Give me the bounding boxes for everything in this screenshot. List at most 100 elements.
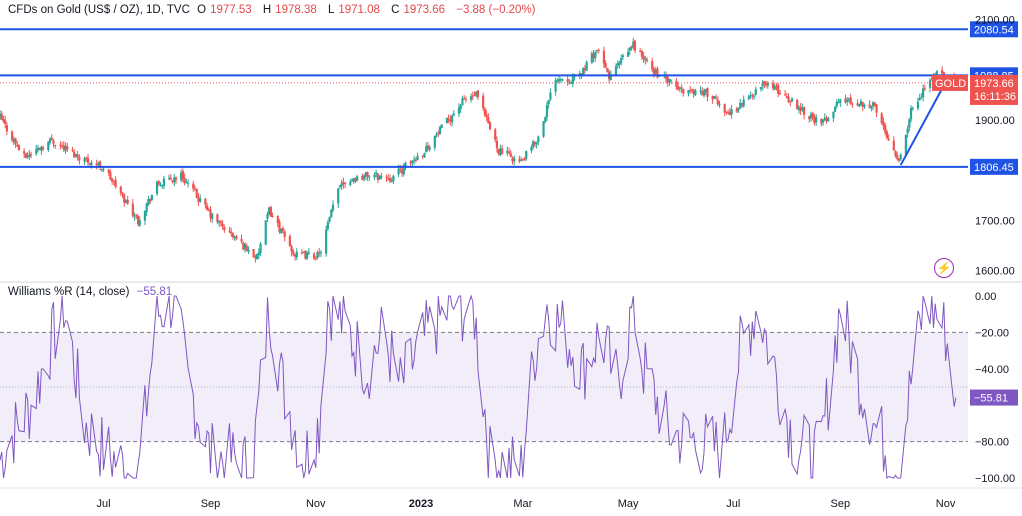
candle	[197, 193, 200, 207]
candle	[64, 142, 67, 154]
candle-body	[281, 228, 285, 231]
candle	[388, 174, 392, 183]
candle-body	[423, 152, 426, 158]
candle	[205, 202, 209, 211]
candle-body	[922, 88, 925, 98]
candle	[26, 152, 29, 159]
candle	[95, 159, 98, 170]
candle-body	[494, 129, 497, 140]
price-tag-value: 1973.66	[974, 78, 1014, 90]
candle	[207, 207, 210, 212]
candle	[815, 114, 818, 127]
candle-body	[149, 199, 152, 202]
candle-body	[24, 153, 27, 159]
time-axis-tick: Jul	[96, 498, 110, 510]
candle	[728, 107, 731, 116]
candle-body	[523, 158, 526, 161]
wr-value-tag: −55.81	[970, 389, 1018, 406]
candle-body	[136, 215, 140, 225]
candle-body	[205, 205, 209, 210]
candle-body	[259, 243, 262, 254]
candle-body	[651, 61, 654, 70]
candle-body	[892, 140, 895, 151]
candle	[316, 250, 319, 260]
candle	[533, 141, 537, 148]
candlestick-series	[0, 37, 958, 263]
candle	[24, 152, 27, 159]
candle	[73, 149, 76, 158]
candle-body	[783, 94, 787, 96]
candle-body	[78, 157, 81, 161]
candle	[568, 78, 571, 85]
candle	[136, 214, 140, 227]
candle	[706, 87, 709, 102]
candle	[701, 87, 704, 96]
candle	[276, 215, 279, 228]
candle	[0, 110, 3, 121]
candle	[50, 133, 53, 141]
candle	[40, 145, 43, 155]
lightning-bolt-icon[interactable]: ⚡	[934, 258, 954, 278]
candle	[851, 102, 854, 108]
candle	[280, 228, 283, 234]
candle-body	[314, 258, 317, 260]
candle-body	[266, 214, 269, 219]
price-axis-tick: 2100.00	[975, 15, 1015, 27]
candle	[362, 174, 366, 182]
candle	[185, 178, 188, 184]
candle	[240, 234, 243, 244]
candle-body	[884, 125, 887, 133]
candle	[161, 184, 164, 189]
indicator-title: Williams %R (14, close)	[8, 286, 130, 298]
candle-body	[868, 104, 871, 108]
candle-body	[376, 173, 379, 180]
candle-body	[421, 155, 424, 157]
candle	[459, 103, 462, 114]
candle	[916, 97, 920, 111]
candle	[131, 199, 134, 218]
candle	[338, 184, 342, 189]
candle-body	[169, 178, 172, 180]
candle-body	[390, 180, 393, 183]
level-tag-label: 2080.54	[974, 24, 1014, 36]
candle-body	[751, 94, 754, 97]
candle-body	[400, 170, 404, 174]
candle-body	[450, 115, 454, 123]
candle	[716, 96, 719, 107]
candle	[797, 104, 801, 114]
candle-body	[86, 157, 90, 163]
gold-symbol-label: GOLD	[935, 78, 966, 90]
candle	[147, 195, 150, 207]
candle	[340, 179, 343, 190]
candle	[42, 145, 45, 152]
candle	[856, 99, 859, 107]
candle-body	[183, 177, 186, 184]
indicator-header[interactable]: Williams %R (14, close) −55.81	[8, 286, 172, 298]
candle	[343, 182, 347, 189]
candle	[656, 66, 659, 79]
candle-body	[592, 53, 595, 59]
candle-body	[506, 150, 509, 154]
candle	[292, 248, 295, 257]
candle	[871, 101, 875, 111]
candle-body	[174, 177, 178, 180]
price-axis-tick: 1600.00	[975, 265, 1015, 277]
candle-body	[789, 100, 792, 103]
candle-body	[135, 215, 138, 217]
candle-body	[12, 138, 15, 142]
symbol-title[interactable]: CFDs on Gold (US$ / OZ), 1D, TVC	[8, 4, 190, 16]
candle	[366, 171, 369, 181]
candle	[62, 141, 65, 153]
candle	[606, 67, 609, 73]
candle-body	[295, 251, 298, 258]
candle-body	[568, 82, 571, 84]
candle	[494, 127, 497, 143]
candle-body	[209, 209, 212, 218]
candle	[98, 160, 102, 171]
candle-body	[918, 98, 921, 101]
time-axis-tick: May	[618, 498, 639, 510]
candle-body	[109, 172, 112, 180]
candle-body	[114, 179, 117, 187]
candle-body	[871, 102, 875, 106]
